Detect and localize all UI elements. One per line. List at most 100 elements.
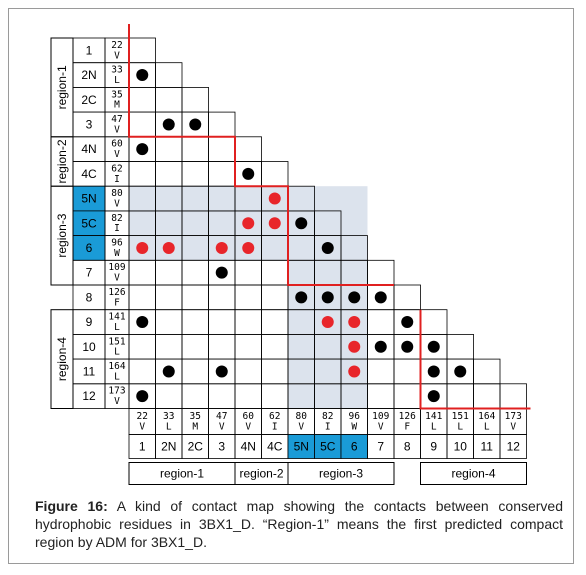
row-label: 7 (86, 266, 93, 280)
grid-cell (367, 358, 395, 385)
figure-caption: Figure 16: A kind of contact map showing… (35, 497, 563, 551)
col-residue-number: 22 (137, 411, 148, 422)
grid-cell (393, 358, 421, 385)
grid-cell (181, 383, 209, 409)
contact-dot-black (295, 217, 308, 230)
col-residue-aa: V (139, 422, 145, 433)
grid-cell (473, 383, 501, 409)
contact-dot-red (348, 340, 361, 353)
col-label: 1 (139, 440, 146, 454)
contact-dot-black (374, 340, 387, 353)
contact-dot-black (321, 291, 334, 304)
col-label: 11 (481, 440, 494, 454)
grid-cell (261, 333, 289, 360)
caption-label: Figure 16: (35, 498, 108, 514)
contact-dot-black (427, 365, 440, 378)
contact-dot-black (401, 340, 414, 353)
col-residue-aa: L (484, 422, 490, 433)
col-residue-number: 126 (399, 411, 416, 422)
contact-dot-black (321, 241, 334, 254)
bottom-region-label: region-2 (239, 467, 283, 481)
contact-dot-red (162, 241, 175, 254)
contact-dot-black (401, 316, 414, 329)
col-residue-number: 96 (349, 411, 361, 422)
row-residue-aa: L (114, 75, 120, 86)
col-label: 2C (188, 440, 204, 454)
grid-cell (155, 284, 183, 311)
grid-cell (128, 284, 156, 311)
row-residue-number: 22 (111, 40, 122, 51)
col-label: 5N (294, 440, 309, 454)
row-label: 5N (81, 192, 96, 206)
contact-dot-black (374, 291, 387, 304)
col-residue-aa: L (457, 422, 463, 433)
grid-cell (208, 284, 236, 311)
row-label: 3 (86, 117, 93, 131)
grid-cell (420, 309, 448, 335)
grid-cell (128, 259, 156, 286)
left-region-label: region-2 (55, 139, 69, 183)
row-label: 10 (82, 340, 96, 354)
col-label: 5C (320, 440, 336, 454)
col-highlight (314, 434, 341, 459)
grid-cell (234, 259, 262, 286)
bottom-region-label: region-4 (451, 467, 495, 481)
grid-cell (446, 383, 474, 409)
contact-dot-black (136, 316, 149, 329)
grid-cell (155, 136, 183, 162)
contact-dot-black (348, 291, 361, 304)
col-residue-aa: W (351, 422, 357, 433)
col-residue-number: 62 (269, 411, 280, 422)
grid-cell (181, 309, 209, 335)
grid-cell (261, 284, 289, 311)
left-region-box (50, 185, 74, 286)
col-label-cell (499, 434, 527, 459)
grid-cell (208, 111, 236, 138)
row-label: 6 (86, 241, 93, 255)
contact-dot-red (242, 241, 255, 254)
row-residue-number: 151 (108, 336, 125, 347)
col-residue-number: 82 (322, 411, 333, 422)
row-residue-aa: L (114, 347, 120, 358)
grid-cell (155, 309, 183, 335)
row-label: 11 (83, 364, 96, 378)
row-residue-aa: F (114, 297, 120, 308)
grid-cell (128, 87, 156, 113)
grid-cell (181, 87, 209, 113)
row-label: 4C (81, 167, 97, 181)
grid-cell (367, 309, 395, 335)
row-residue-aa: V (114, 273, 120, 284)
contact-dot-black (295, 291, 308, 304)
region-boundary-lower (419, 309, 531, 410)
grid-cell (181, 333, 209, 360)
grid-cell (261, 259, 289, 286)
grid-cell (208, 309, 236, 335)
row-label: 1 (86, 43, 93, 57)
contact-dot-black (242, 167, 255, 180)
grid-cell (261, 358, 289, 385)
row-label: 2N (81, 68, 96, 82)
col-residue-number: 164 (478, 411, 495, 422)
contact-dot-black (136, 69, 149, 82)
col-residue-aa: V (378, 422, 384, 433)
grid-cell (128, 161, 156, 187)
row-highlight (73, 235, 105, 261)
grid-cell (234, 309, 262, 335)
grid-cell (234, 358, 262, 385)
grid-cell (473, 358, 501, 385)
row-residue-number: 35 (111, 89, 122, 100)
row-highlight (73, 186, 105, 211)
col-residue-number: 35 (190, 411, 201, 422)
grid-cell (234, 136, 262, 162)
bottom-region-box (420, 462, 527, 485)
contact-dot-black (427, 390, 440, 403)
col-highlight (341, 434, 368, 459)
grid-cell (128, 333, 156, 360)
row-residue-aa: W (114, 248, 120, 259)
row-residue-number: 126 (108, 287, 125, 298)
row-label: 4N (81, 142, 96, 156)
grid-cell (208, 333, 236, 360)
grid-cell (128, 358, 156, 385)
left-region-label: region-1 (55, 65, 69, 109)
